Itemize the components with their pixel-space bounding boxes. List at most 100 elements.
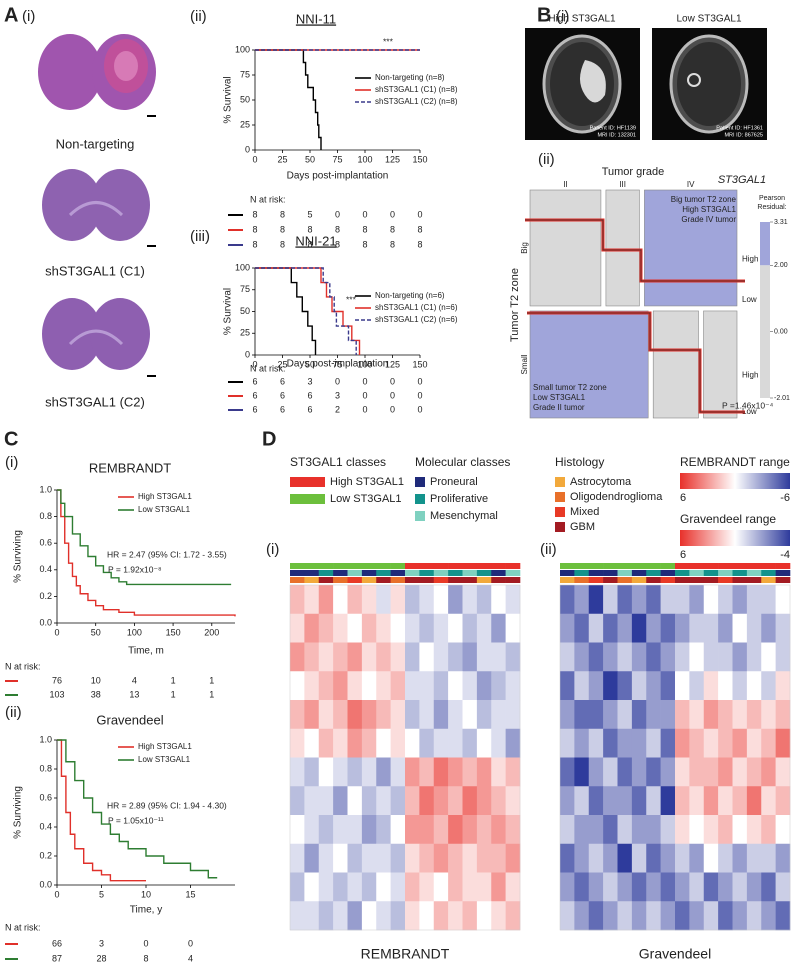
heatmap-cell [304,786,320,816]
hemisphere [42,169,102,241]
heatmap-cell [419,901,435,931]
heatmap-cell [775,872,791,902]
y-tick-label: 0.8 [39,511,52,521]
heatmap-cell [560,728,575,758]
heatmap-cell [491,757,506,787]
heatmap-cell [491,728,506,758]
heatmap-cell [290,815,305,845]
heatmap-cell [462,872,478,902]
heatmap-cell [491,671,506,701]
class-bar-cell [775,563,791,569]
heatmap-cell [505,613,521,643]
class-bar-cell [433,570,449,576]
class-bar-cell [631,577,647,583]
heatmap-cell [588,613,604,643]
class-bar-cell [560,563,575,569]
heatmap-cell [333,757,348,787]
heatmap-cell [318,700,334,730]
class-bar-cell [405,577,420,583]
class-bar-cell [703,577,719,583]
risk-count: 0 [362,390,367,400]
heatmap-cell [462,843,478,873]
heatmap-cell [746,757,762,787]
heatmap-cell [304,843,320,873]
heatmap-cell [631,901,647,931]
legend-label: Non-targeting (n=6) [375,291,445,300]
heatmap-cell [419,786,435,816]
legend-label: Low ST3GAL1 [138,505,191,514]
heatmap-cell [675,901,690,931]
x-axis-label: Time, m [128,646,164,657]
y-tick-label: 0.2 [39,591,52,601]
mri-caption: Patient ID: HF1139 [590,125,636,131]
class-bar-cell [588,570,604,576]
class-bar-cell [732,570,748,576]
heatmap-cell [491,613,506,643]
x-tick-label: 0 [252,154,257,164]
x-tick-label: 5 [99,889,104,899]
y-tick-label: 1.0 [39,734,52,744]
legend-swatch [290,494,325,504]
heatmap-cell [290,843,305,873]
heatmap-cell [390,700,406,730]
heatmap-cell [761,613,776,643]
heatmap-cell [675,786,690,816]
legend-label: GBM [570,521,595,533]
class-bar-cell [505,563,521,569]
class-bar-cell [491,563,506,569]
class-bar-cell [333,570,348,576]
heatmap-cell [505,815,521,845]
heatmap-cell [703,786,719,816]
sub-label: (ii) [5,704,22,721]
heatmap-cell [689,843,705,873]
heatmap-cell [304,872,320,902]
class-bar-cell [390,577,406,583]
heatmap-cell [603,585,618,615]
heatmap-cell [304,642,320,672]
risk-count: 0 [335,209,340,219]
risk-count: 0 [362,209,367,219]
heatmap-cell [405,872,420,902]
risk-count: 5 [307,209,312,219]
class-bar-cell [361,563,377,569]
heatmap-cell [732,843,748,873]
mri-title: Low ST3GAL1 [676,14,741,25]
heatmap-cell [376,700,391,730]
risk-table-title: N at risk: [250,363,286,373]
heatmap-cell [660,786,676,816]
heatmap-cell [361,642,377,672]
colorbar-tick-label: -2.01 [774,395,790,402]
heatmap-cell [718,901,733,931]
heatmap-cell [476,872,492,902]
heatmap-cell [491,642,506,672]
risk-count: 0 [417,404,422,414]
heatmap-cell [560,642,575,672]
heatmap-cell [462,786,478,816]
class-bar-cell [746,577,762,583]
heatmap-cell [433,815,449,845]
class-bar-cell [419,563,435,569]
x-axis-label: Time, y [130,905,162,916]
x-tick-label: 125 [385,359,400,369]
heatmap-cell [660,728,676,758]
heatmap-cell [433,642,449,672]
heatmap-cell [448,671,463,701]
heatmap-cell [376,815,391,845]
heatmap-cell [491,786,506,816]
risk-table-title: N at risk: [250,194,286,204]
y-axis-label: % Survival [223,288,234,335]
heatmap-cell [703,642,719,672]
heatmap-cell [588,872,604,902]
heatmap-cell [462,700,478,730]
risk-count: 0 [390,390,395,400]
heatmap-cell [448,642,463,672]
heatmap-cell [433,700,449,730]
heatmap-cell [448,815,463,845]
mosaic-cell [652,310,699,419]
heatmap-cell [631,757,647,787]
risk-count: 8 [143,953,148,963]
class-bar-cell [660,563,676,569]
heatmap-cell [588,700,604,730]
heatmap-cell [646,642,661,672]
